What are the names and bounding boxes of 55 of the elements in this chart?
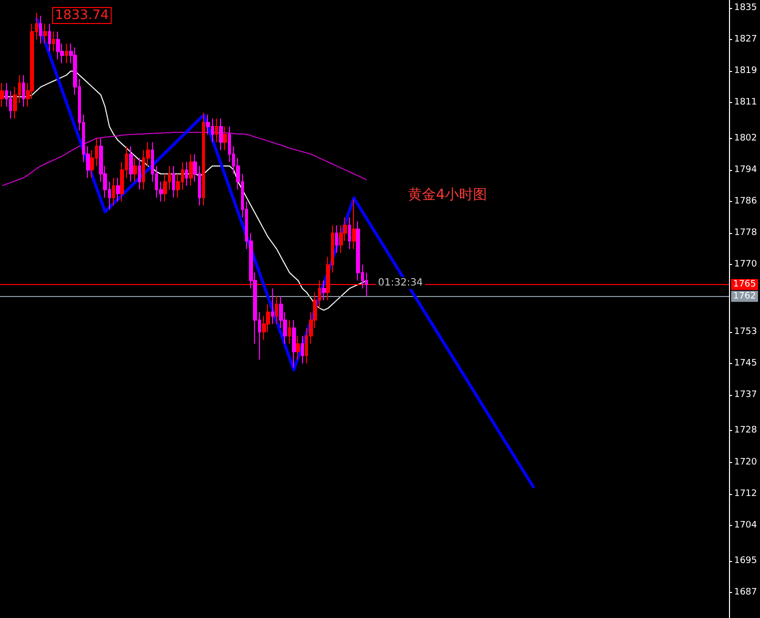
candlestick (65, 42, 68, 64)
y-tick-label: 1819 (734, 66, 758, 76)
y-tick-label: 1827 (734, 34, 757, 45)
candlestick (48, 23, 51, 52)
candlestick (219, 118, 223, 151)
y-tick-label: 1835 (734, 2, 757, 13)
annotation: 01:32:34 (378, 278, 423, 288)
y-tick-label: 1786 (734, 196, 758, 207)
candlestick (185, 162, 188, 186)
y-tick-label: 1720 (734, 457, 758, 468)
line-series (2, 70, 368, 311)
ref-line-label: 1762 (733, 291, 756, 302)
y-tick-label: 1794 (734, 164, 758, 175)
candlestick (116, 177, 120, 202)
candlestick (296, 335, 300, 360)
annotation: 1833.74 (55, 8, 109, 23)
candlestick (189, 154, 193, 186)
y-tick-label: 1745 (734, 358, 757, 369)
candlestick (43, 23, 47, 44)
candlestick (223, 126, 227, 151)
candlestick (52, 31, 55, 52)
y-tick-label: 1704 (734, 520, 758, 531)
ref-line-label: 1765 (733, 280, 756, 290)
candlestick (322, 280, 326, 301)
y-tick-label: 1753 (734, 326, 757, 337)
candlestick (39, 15, 42, 44)
candlestick (352, 199, 356, 250)
y-tick-label: 1695 (734, 556, 757, 566)
candlestick (215, 118, 218, 143)
candlestick (0, 82, 4, 108)
candlestick (301, 335, 304, 364)
y-tick-label: 1737 (734, 390, 757, 400)
annotation: 黄金4小时图 (408, 187, 487, 203)
candlestick (129, 146, 133, 182)
y-tick-label: 1778 (734, 228, 758, 238)
candlestick (138, 158, 141, 190)
y-tick-label: 1728 (734, 426, 758, 436)
y-tick-label: 1712 (734, 488, 757, 499)
candlestick (271, 288, 274, 325)
candlestick (348, 216, 351, 250)
candlestick (112, 177, 115, 206)
y-tick-label: 1770 (734, 260, 758, 270)
candlestick (335, 224, 338, 254)
y-tick-label: 1802 (734, 133, 757, 144)
candlestick (275, 296, 278, 325)
candlestick (202, 112, 205, 206)
y-tick-label: 1687 (734, 588, 757, 598)
candlestick (56, 31, 60, 60)
candlestick (288, 320, 291, 344)
line-series (2, 132, 368, 186)
candlestick (172, 165, 175, 198)
candlestick (292, 320, 296, 368)
y-tick-label: 1811 (734, 98, 757, 108)
candlestick (133, 158, 137, 182)
candlestick (22, 74, 25, 108)
